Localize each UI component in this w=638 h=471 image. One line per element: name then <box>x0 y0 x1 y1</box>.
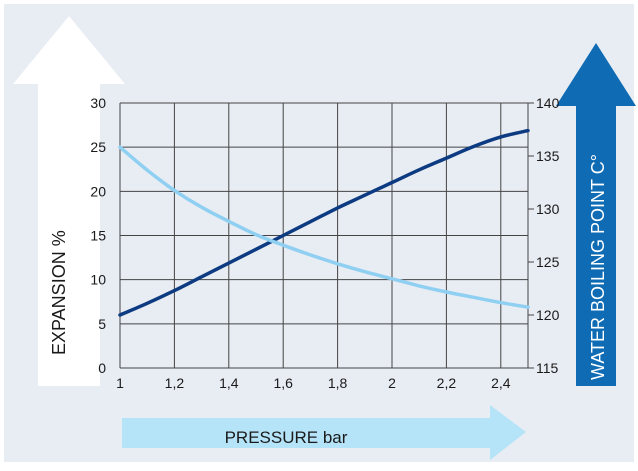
y-left-tick-label: 20 <box>90 183 106 199</box>
series-line-expansion <box>118 145 530 309</box>
grid <box>119 102 529 369</box>
y-left-tick-label: 25 <box>90 139 106 155</box>
y-left-tick-label: 0 <box>98 360 106 376</box>
x-tick-label: 1 <box>116 375 124 391</box>
y-right-axis-ticks: 115 120 125 130 135 140 <box>528 95 560 376</box>
x-tick-label: 2 <box>388 375 396 391</box>
y-left-axis-ticks: 0 5 10 15 20 25 30 <box>90 95 106 376</box>
y-left-tick-label: 30 <box>90 95 106 111</box>
x-axis-label: PRESSURE bar <box>225 428 348 447</box>
y-right-axis-label: WATER BOILING POINT C° <box>588 154 608 380</box>
x-tick-label: 1,8 <box>328 375 348 391</box>
left-axis-arrow <box>13 16 125 386</box>
y-left-tick-label: 5 <box>98 316 106 332</box>
y-right-tick-label: 125 <box>536 254 560 270</box>
right-axis-arrow <box>556 43 636 386</box>
y-right-tick-label: 115 <box>536 360 559 376</box>
x-tick-label: 1,4 <box>219 375 239 391</box>
x-tick-label: 2,2 <box>437 375 457 391</box>
y-left-tick-label: 10 <box>90 272 106 288</box>
series-layer <box>118 128 530 317</box>
y-right-tick-label: 120 <box>536 307 560 323</box>
y-right-tick-label: 140 <box>536 95 560 111</box>
y-right-tick-label: 130 <box>536 201 560 217</box>
x-tick-label: 1,2 <box>165 375 185 391</box>
y-left-tick-label: 15 <box>90 228 106 244</box>
series-line-boiling-point <box>118 128 530 317</box>
x-tick-label: 1,6 <box>273 375 293 391</box>
x-axis-ticks: 1 1,2 1,4 1,6 1,8 2 2,2 2,4 <box>116 375 511 391</box>
y-left-axis-label: EXPANSION % <box>49 230 69 355</box>
x-tick-label: 2,4 <box>491 375 511 391</box>
bottom-axis-arrow <box>122 405 526 460</box>
y-right-tick-label: 135 <box>536 148 560 164</box>
